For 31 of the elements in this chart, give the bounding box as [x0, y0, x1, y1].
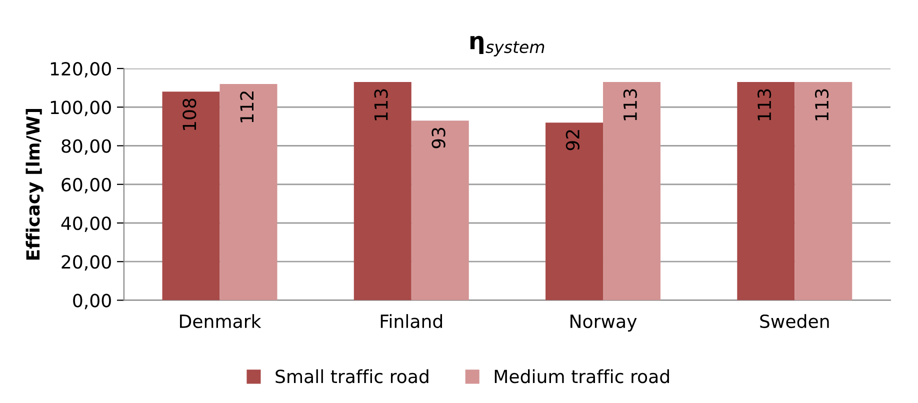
x-tick-label: Sweden [760, 314, 829, 328]
y-tick-label: 20,00 [62, 255, 111, 271]
x-tick-label: Denmark [180, 314, 262, 328]
bar [794, 82, 852, 300]
data-label: 92 [566, 130, 580, 150]
bar [354, 82, 412, 300]
data-label: 113 [757, 89, 772, 120]
bar [603, 82, 660, 300]
y-tick-label: 0,00 [73, 294, 111, 310]
bar [411, 120, 469, 300]
chart-title: η$_{system}$ [470, 36, 544, 56]
data-label: 113 [623, 89, 637, 120]
y-tick-label: 120,00 [50, 62, 111, 78]
data-label: 112 [240, 92, 254, 122]
x-tick-label: Norway [570, 314, 637, 332]
legend-label: Medium traffic road [494, 369, 669, 384]
bar [737, 82, 795, 300]
data-label: 113 [814, 89, 829, 120]
x-tick-label: Finland [380, 314, 442, 328]
data-label: 108 [182, 98, 196, 130]
bar [162, 92, 220, 300]
data-label: 93 [432, 128, 446, 148]
data-label: 113 [374, 89, 388, 120]
y-tick-label: 80,00 [62, 139, 111, 155]
y-tick-label: 100,00 [50, 100, 111, 116]
y-tick-label: 40,00 [61, 216, 111, 232]
legend-label: Small traffic road [276, 369, 428, 384]
y-axis-title: Efficacy [lm/W] [26, 108, 44, 260]
bar [220, 84, 278, 300]
bar [546, 122, 604, 300]
y-tick-label: 60,00 [62, 178, 111, 194]
